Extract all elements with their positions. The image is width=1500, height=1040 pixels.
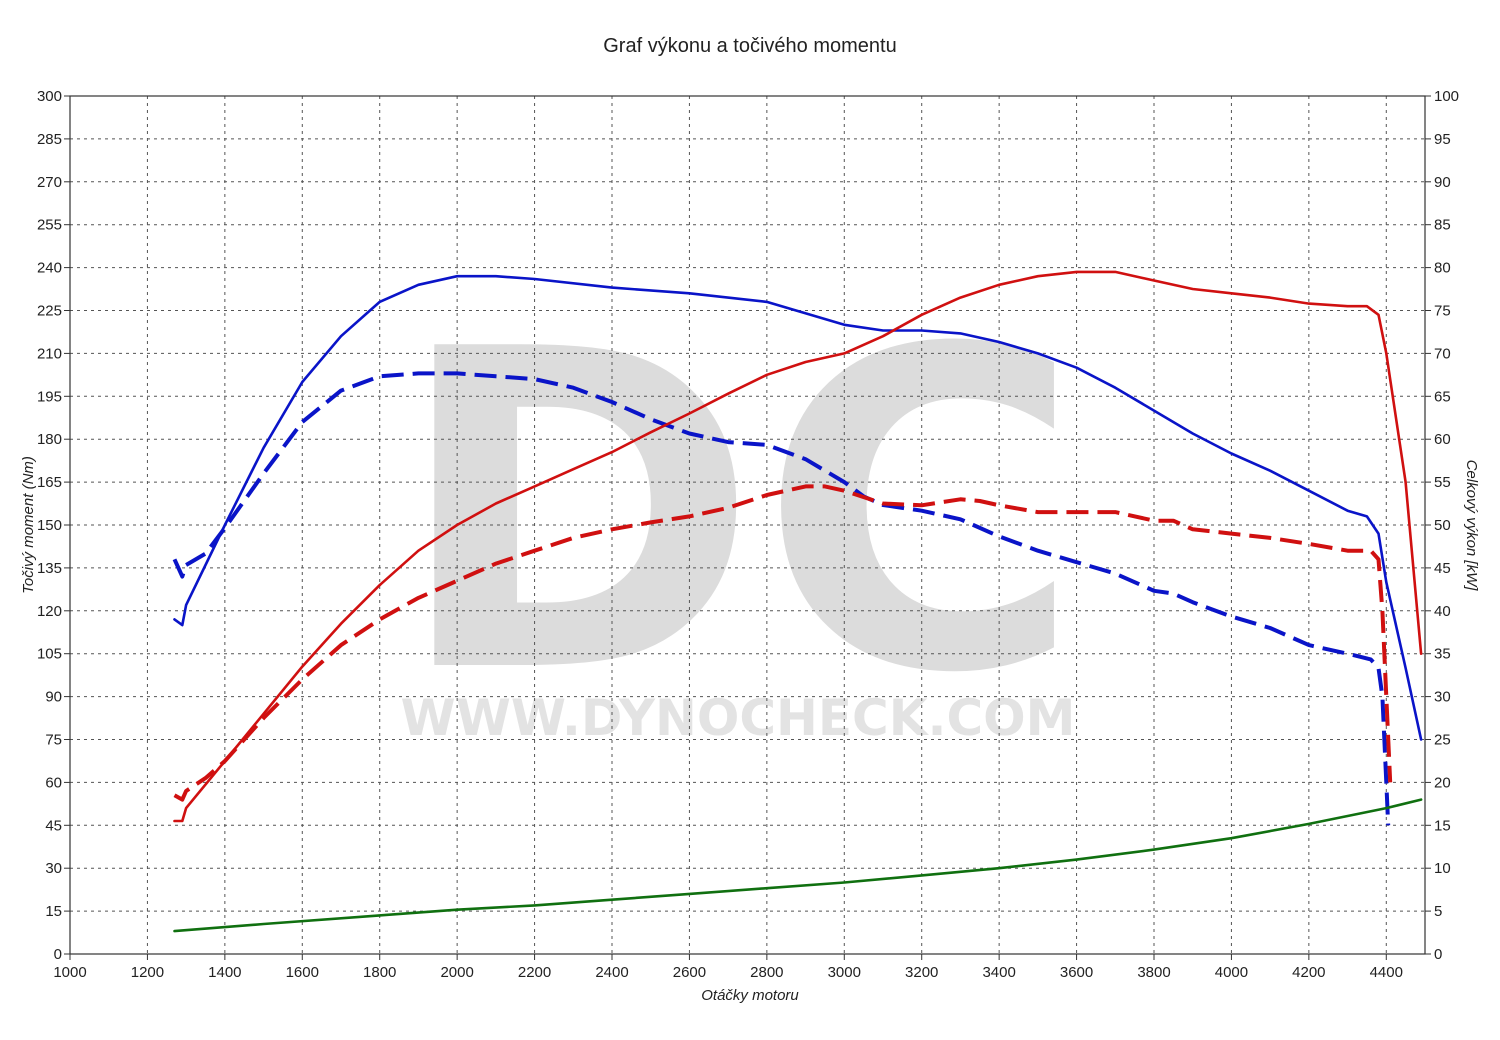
y-left-tick-label: 285 — [37, 131, 62, 148]
y-left-tick-label: 120 — [37, 603, 62, 620]
y-left-axis-label: Točivý moment (Nm) — [20, 456, 37, 594]
y-left-tick-label: 270 — [37, 174, 62, 191]
y-right-tick-label: 80 — [1434, 260, 1451, 277]
x-tick-label: 2000 — [440, 964, 473, 981]
y-left-tick-label: 210 — [37, 345, 62, 362]
y-left-tick-label: 30 — [45, 860, 62, 877]
x-tick-label: 4200 — [1292, 964, 1325, 981]
y-left-tick-label: 300 — [37, 88, 62, 105]
y-right-tick-label: 25 — [1434, 732, 1451, 749]
x-tick-label: 3400 — [982, 964, 1015, 981]
y-left-tick-label: 255 — [37, 217, 62, 234]
x-tick-label: 3200 — [905, 964, 938, 981]
axis-ticks: 1000 1200 1400 1600 1800 2000 2200 2400 2600 2800… — [37, 88, 1459, 981]
y-right-tick-label: 35 — [1434, 646, 1451, 663]
x-tick-label: 2200 — [518, 964, 551, 981]
y-left-tick-label: 105 — [37, 646, 62, 663]
y-right-tick-label: 20 — [1434, 774, 1451, 791]
x-tick-label: 3000 — [828, 964, 861, 981]
y-right-tick-label: 50 — [1434, 517, 1451, 534]
watermark-logo: DC — [394, 257, 1082, 769]
y-right-tick-label: 10 — [1434, 860, 1451, 877]
x-tick-label: 2600 — [673, 964, 706, 981]
x-tick-label: 1200 — [131, 964, 164, 981]
x-tick-label: 1600 — [286, 964, 319, 981]
y-left-tick-label: 150 — [37, 517, 62, 534]
y-left-tick-label: 165 — [37, 474, 62, 491]
x-tick-label: 1800 — [363, 964, 396, 981]
chart-title: Graf výkonu a točivého momentu — [603, 35, 896, 57]
x-tick-label: 1000 — [53, 964, 86, 981]
y-right-tick-label: 40 — [1434, 603, 1451, 620]
y-right-tick-label: 55 — [1434, 474, 1451, 491]
y-left-tick-label: 180 — [37, 431, 62, 448]
x-axis-label: Otáčky motoru — [701, 987, 799, 1004]
y-left-tick-label: 135 — [37, 560, 62, 577]
x-tick-label: 4000 — [1215, 964, 1248, 981]
y-right-axis-label: Celkový výkon [kW] — [1463, 460, 1480, 592]
y-right-tick-label: 15 — [1434, 817, 1451, 834]
power-tuned-line — [173, 270, 1423, 823]
y-right-tick-label: 0 — [1434, 946, 1442, 963]
y-right-tick-label: 90 — [1434, 174, 1451, 191]
y-left-tick-label: 240 — [37, 260, 62, 277]
x-tick-label: 3800 — [1137, 964, 1170, 981]
y-right-tick-label: 5 — [1434, 903, 1442, 920]
watermark: DC WWW.DYNOCHECK.COM — [394, 257, 1082, 769]
x-tick-label: 2800 — [750, 964, 783, 981]
y-left-tick-label: 75 — [45, 732, 62, 749]
y-right-tick-label: 100 — [1434, 88, 1459, 105]
loss-line — [173, 798, 1423, 933]
x-tick-label: 4400 — [1370, 964, 1403, 981]
y-right-tick-label: 70 — [1434, 345, 1451, 362]
torque-tuned-line — [173, 274, 1423, 741]
y-right-tick-label: 45 — [1434, 560, 1451, 577]
y-left-tick-label: 15 — [45, 903, 62, 920]
series-group — [172, 270, 1423, 933]
y-right-tick-label: 60 — [1434, 431, 1451, 448]
y-right-tick-label: 95 — [1434, 131, 1451, 148]
grid — [70, 96, 1425, 954]
x-tick-label: 2400 — [595, 964, 628, 981]
y-left-tick-label: 0 — [54, 946, 62, 963]
y-left-tick-label: 195 — [37, 388, 62, 405]
torque-stock-line — [172, 371, 1391, 826]
y-right-tick-label: 65 — [1434, 388, 1451, 405]
y-left-tick-label: 225 — [37, 303, 62, 320]
y-left-tick-label: 90 — [45, 689, 62, 706]
power-stock-line — [173, 484, 1393, 802]
y-right-tick-label: 75 — [1434, 303, 1451, 320]
watermark-url: WWW.DYNOCHECK.COM — [401, 689, 1076, 747]
y-left-tick-label: 45 — [45, 817, 62, 834]
x-tick-label: 3600 — [1060, 964, 1093, 981]
y-right-tick-label: 85 — [1434, 217, 1451, 234]
y-left-tick-label: 60 — [45, 774, 62, 791]
x-tick-label: 1400 — [208, 964, 241, 981]
y-right-tick-label: 30 — [1434, 689, 1451, 706]
